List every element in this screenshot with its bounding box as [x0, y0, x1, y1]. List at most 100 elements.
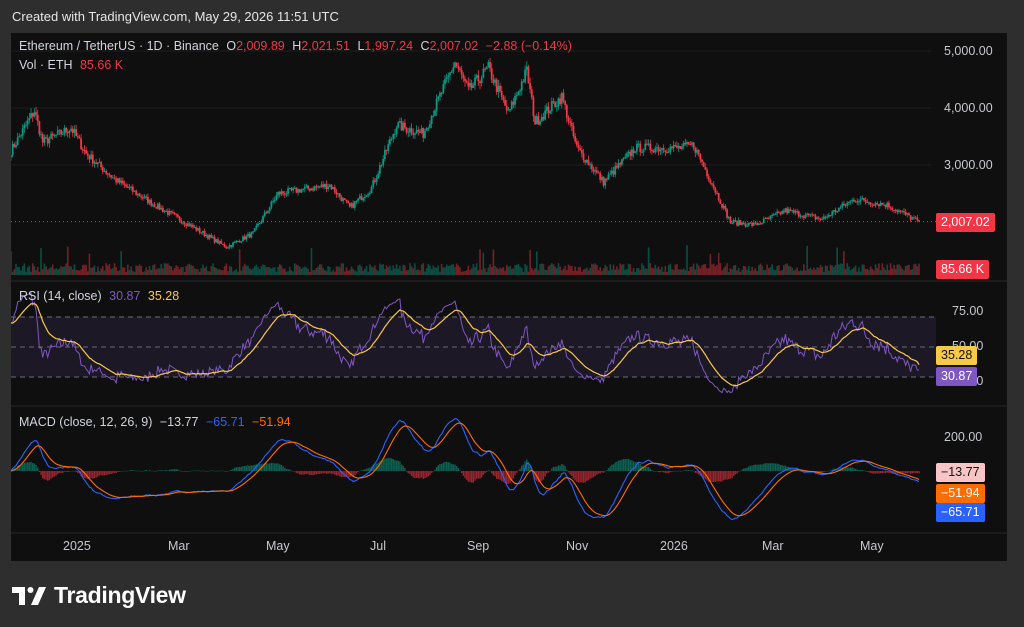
candle-body [18, 136, 21, 138]
volume-bar [556, 268, 558, 275]
tradingview-brand[interactable]: TradingView [12, 582, 186, 609]
volume-bar [864, 269, 867, 275]
macd-histogram-bar [731, 471, 733, 478]
volume-bar [916, 266, 919, 275]
candle-body [73, 129, 76, 133]
volume-bar [263, 265, 266, 275]
candle-body [624, 156, 627, 158]
volume-bar [505, 264, 508, 275]
macd-histogram-bar [437, 465, 439, 471]
macd-histogram-bar [72, 471, 74, 472]
candle-body [100, 162, 103, 168]
volume-bar [853, 267, 855, 275]
macd-histogram-bar [816, 471, 818, 473]
volume-bar [694, 269, 697, 275]
candle-body [689, 144, 692, 146]
rsi-label: RSI (14, close) [19, 289, 102, 303]
volume-bar [429, 265, 431, 275]
macd-histogram-bar [158, 470, 161, 472]
volume-bar [407, 269, 410, 275]
volume-bar [447, 265, 450, 275]
volume-bar [841, 263, 844, 275]
volume-bar [876, 268, 879, 275]
volume-bar [893, 264, 895, 275]
candle-body [295, 187, 298, 193]
macd-histogram-bar [758, 464, 760, 471]
volume-bar [727, 271, 730, 275]
macd-histogram-bar [689, 470, 692, 472]
candle-body [908, 213, 910, 216]
volume-bar [806, 245, 808, 275]
candle-body [485, 66, 488, 70]
candle-body [609, 173, 612, 175]
candle-body [500, 91, 503, 97]
volume-bar [420, 264, 423, 275]
macd-histogram-bar [320, 471, 323, 474]
candle-body [415, 130, 418, 134]
volume-bar [222, 270, 224, 275]
candle-body [706, 169, 708, 177]
candle-body [831, 211, 834, 216]
candle-body [570, 122, 573, 127]
volume-bar [297, 265, 299, 275]
volume-bar [50, 266, 52, 275]
volume-bar [400, 271, 403, 275]
candle-body [110, 175, 113, 178]
macd-histogram-bar [55, 471, 57, 476]
macd-histogram-bar [53, 471, 56, 477]
price-tick-5000: 5,000.00 [944, 44, 993, 58]
macd-histogram-bar [712, 471, 715, 482]
macd-histogram-bar [432, 471, 434, 472]
candle-body [590, 164, 593, 170]
volume-bar [252, 268, 254, 275]
volume-bar [285, 271, 288, 275]
candle-body [886, 202, 889, 208]
candle-body [878, 204, 880, 207]
candle-body [278, 191, 281, 195]
macd-histogram-bar [222, 470, 224, 472]
volume-bar [879, 270, 882, 275]
candle-body [784, 208, 787, 213]
macd-histogram-bar [828, 470, 830, 472]
volume-bar [606, 266, 608, 275]
macd-histogram-bar [631, 460, 633, 471]
macd-histogram-bar [472, 471, 475, 483]
macd-histogram-bar [908, 471, 910, 474]
candle-body [183, 222, 186, 225]
macd-histogram-bar [676, 470, 678, 472]
candle-body [133, 190, 136, 192]
macd-histogram-bar [405, 471, 408, 472]
candle-body [343, 198, 346, 200]
candle-body [672, 145, 675, 149]
macd-histogram-bar [784, 465, 787, 471]
chart-panel[interactable]: Ethereum / TetherUS · 1D · Binance O2,00… [11, 33, 1007, 561]
volume-bar [522, 271, 525, 275]
volume-bar [412, 268, 415, 275]
candle-body [666, 152, 668, 154]
volume-bar [544, 269, 546, 275]
macd-histogram-bar [702, 471, 705, 479]
volume-bar [73, 264, 76, 275]
volume-bar [566, 269, 568, 275]
candle-body [444, 79, 446, 85]
candle-body [644, 143, 647, 151]
candle-body [497, 85, 500, 93]
macd-histogram-bar [372, 464, 374, 471]
volume-bar [871, 268, 874, 275]
candle-body [614, 166, 617, 175]
macd-histogram-bar [125, 470, 127, 472]
candle-body [45, 137, 47, 139]
chart-canvas[interactable] [11, 33, 1007, 561]
volume-bar [180, 266, 183, 275]
candle-body [472, 85, 475, 88]
volume-bar [102, 265, 104, 275]
macd-histogram-bar [477, 471, 480, 479]
macd-histogram-bar [289, 469, 291, 471]
rsi-line [11, 291, 920, 394]
candle-body [215, 239, 218, 243]
macd-histogram-bar [147, 470, 149, 472]
macd-histogram-bar [783, 465, 785, 471]
macd-histogram-bar [123, 470, 126, 472]
volume-bar [888, 270, 890, 275]
macd-histogram-bar [294, 471, 296, 472]
